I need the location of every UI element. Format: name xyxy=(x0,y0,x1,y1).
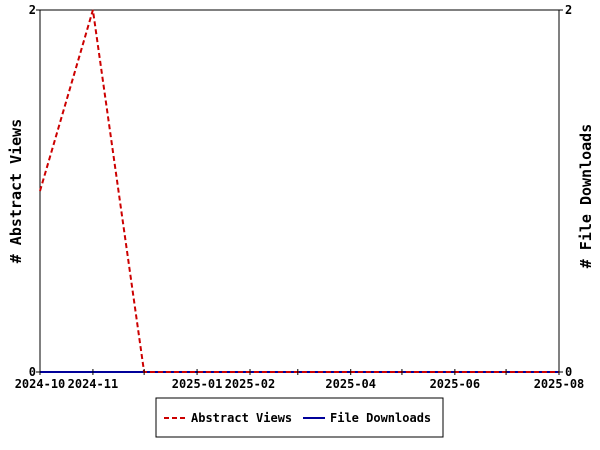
y-right-tick-label: 0 xyxy=(565,365,572,379)
y-axis-ticks: 0 2 0 2 xyxy=(29,3,572,379)
legend-label-file-downloads: File Downloads xyxy=(330,411,431,425)
legend-box xyxy=(155,397,444,438)
y-left-tick-label: 2 xyxy=(29,3,36,17)
y-right-axis-label: # File Downloads xyxy=(577,124,595,269)
legend: Abstract Views File Downloads xyxy=(155,397,444,438)
series-layer xyxy=(39,9,559,373)
x-tick-label: 2025-01 xyxy=(172,377,223,391)
y-right-tick-label: 2 xyxy=(565,3,572,17)
x-tick-label: 2025-06 xyxy=(430,377,481,391)
x-tick-label: 2024-11 xyxy=(68,377,119,391)
x-axis-ticks: 2024-10 2024-11 2025-01 2025-02 2025-04 2025-… xyxy=(15,369,585,391)
y-left-axis-label: # Abstract Views xyxy=(7,119,25,264)
series-line-abstract-views xyxy=(39,9,559,373)
x-tick-label: 2025-08 xyxy=(534,377,585,391)
y-left-tick-label: 0 xyxy=(29,365,36,379)
legend-label-abstract-views: Abstract Views xyxy=(191,411,292,425)
x-tick-label: 2025-04 xyxy=(325,377,376,391)
x-tick-label: 2025-02 xyxy=(225,377,276,391)
x-tick-label: 2024-10 xyxy=(15,377,66,391)
